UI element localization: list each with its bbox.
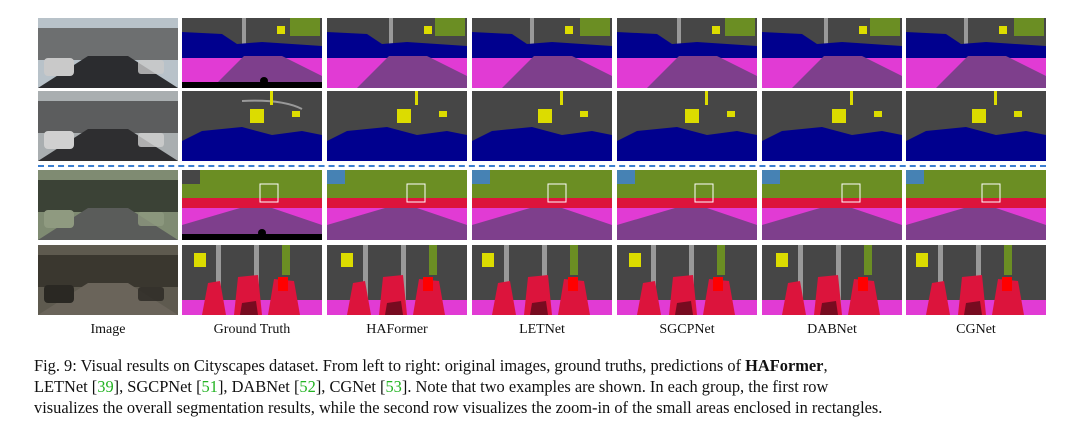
ref-link[interactable]: 52 (299, 377, 316, 396)
segmentation-map (906, 18, 1046, 88)
segmentation-map (762, 91, 902, 161)
segmentation-map (762, 170, 902, 240)
segmentation-map (617, 18, 757, 88)
input-image (38, 18, 178, 88)
segmentation-map (762, 245, 902, 315)
segmentation-map (327, 170, 467, 240)
segmentation-map (182, 245, 322, 315)
group-divider (38, 165, 1046, 167)
column-label: HAFormer (366, 322, 428, 337)
segmentation-map (327, 245, 467, 315)
column-label: CGNet (956, 322, 996, 337)
input-image (38, 170, 178, 240)
segmentation-map (617, 91, 757, 161)
column-label: Ground Truth (213, 322, 291, 337)
segmentation-map (182, 18, 322, 88)
segmentation-map (906, 91, 1046, 161)
ref-link[interactable]: 51 (201, 377, 218, 396)
segmentation-map (906, 245, 1046, 315)
segmentation-map (762, 18, 902, 88)
column-label: SGCPNet (659, 322, 715, 337)
segmentation-map (182, 170, 322, 240)
segmentation-map (182, 91, 322, 161)
column-label: Image (90, 322, 126, 337)
column-label: DABNet (807, 322, 857, 337)
segmentation-map (906, 170, 1046, 240)
segmentation-map (472, 245, 612, 315)
column-label: LETNet (519, 322, 565, 337)
figure-caption: Fig. 9: Visual results on Cityscapes dat… (34, 356, 883, 417)
ref-link[interactable]: 53 (385, 377, 402, 396)
segmentation-map (327, 91, 467, 161)
input-image (38, 245, 178, 315)
ref-link[interactable]: 39 (97, 377, 114, 396)
segmentation-map (472, 170, 612, 240)
segmentation-map (617, 170, 757, 240)
segmentation-map (472, 18, 612, 88)
segmentation-map (617, 245, 757, 315)
segmentation-map (327, 18, 467, 88)
caption-bold-method: HAFormer (745, 356, 824, 375)
input-image (38, 91, 178, 161)
segmentation-map (472, 91, 612, 161)
